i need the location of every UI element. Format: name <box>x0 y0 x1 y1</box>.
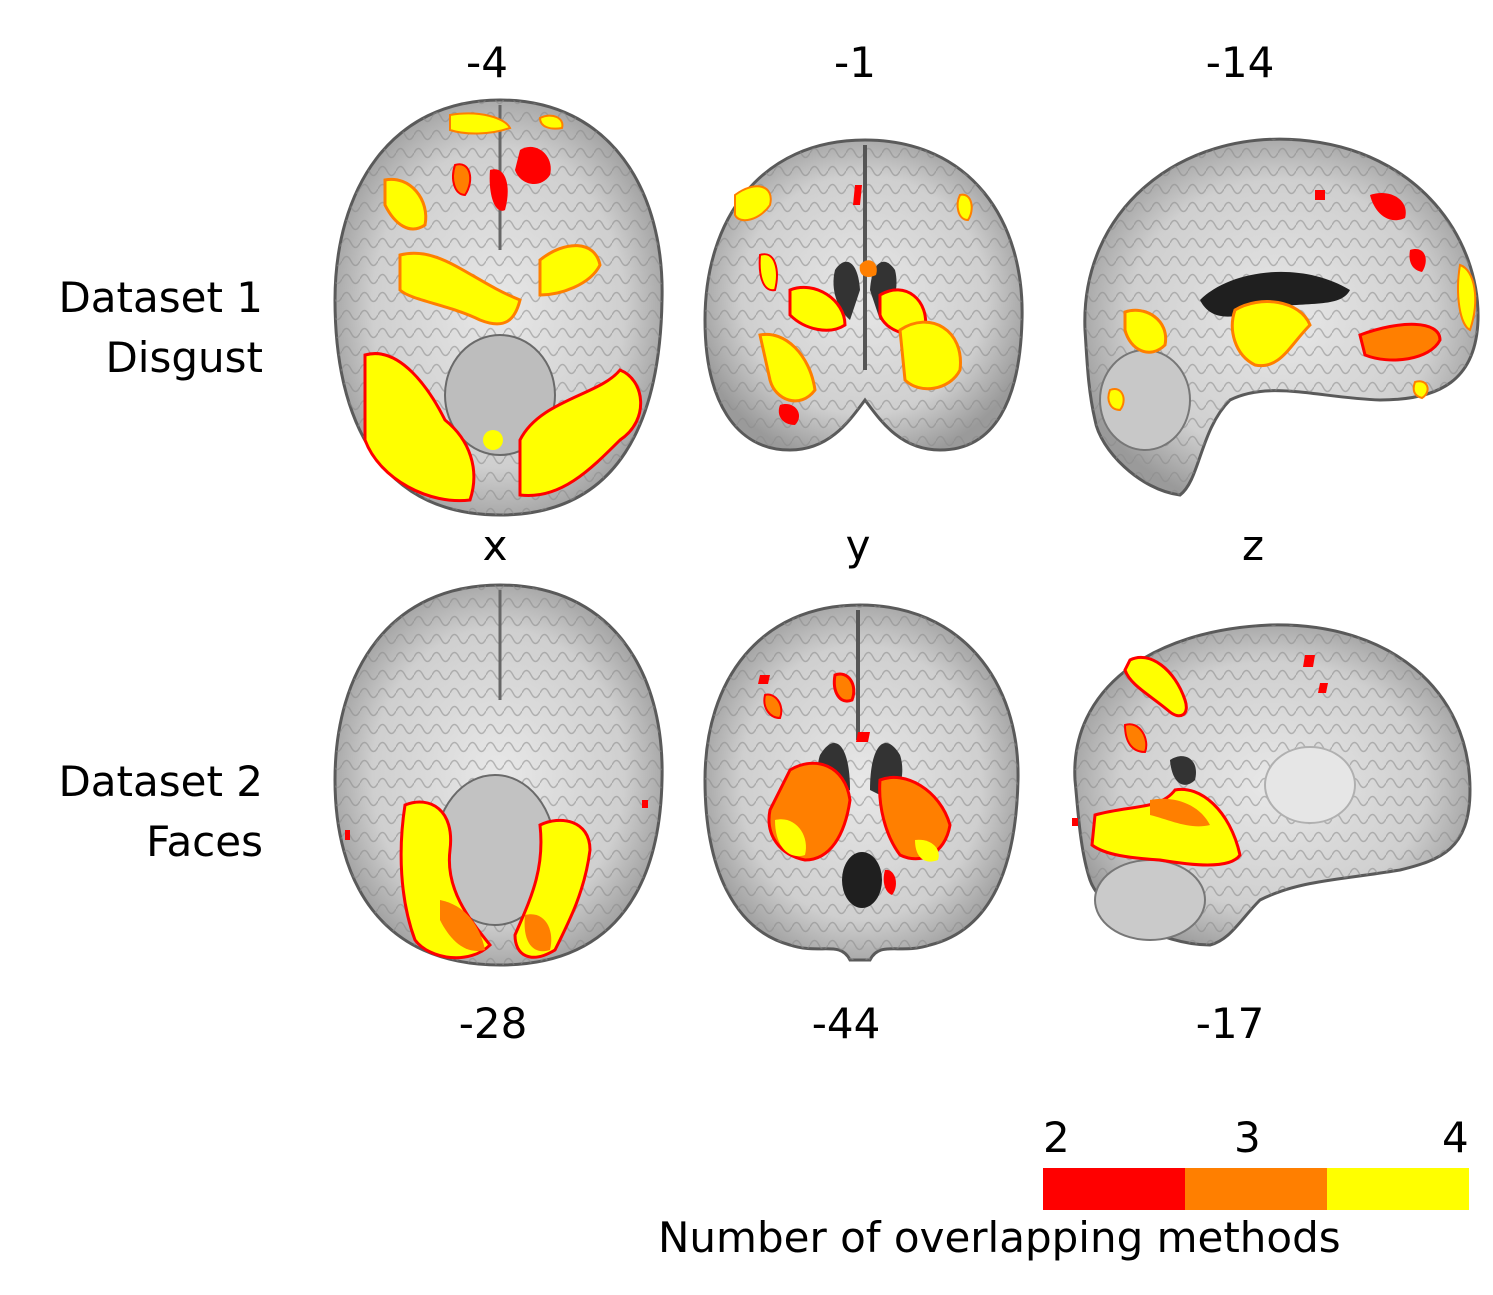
row-label-dataset-2-condition: Faces <box>146 817 263 866</box>
row-label-dataset-2: Dataset 2 Faces <box>58 752 263 872</box>
coord-row2-y: -44 <box>811 999 881 1048</box>
axis-label-x: x <box>482 521 508 570</box>
legend-tick-3: 3 <box>1234 1113 1261 1162</box>
row-label-dataset-1-condition: Disgust <box>105 333 263 382</box>
legend-swatch-2 <box>1043 1168 1185 1210</box>
row-label-dataset-2-name: Dataset 2 <box>58 757 263 806</box>
row-label-dataset-1: Dataset 1 Disgust <box>58 268 263 388</box>
legend-swatch-4 <box>1327 1168 1469 1210</box>
brain-row2-coronal <box>703 603 1020 962</box>
axis-label-y: y <box>845 521 871 570</box>
brain-row2-sagittal <box>1072 623 1472 947</box>
legend-swatch-3 <box>1185 1168 1327 1210</box>
brain-row1-sagittal <box>1083 137 1480 497</box>
coord-row2-z: -17 <box>1195 999 1265 1048</box>
legend-colorbar <box>1043 1168 1469 1210</box>
legend-tick-2: 2 <box>1043 1113 1070 1162</box>
axis-label-z: z <box>1241 521 1265 570</box>
legend-title: Number of overlapping methods <box>658 1213 1341 1262</box>
legend-tick-4: 4 <box>1442 1113 1469 1162</box>
coord-row2-x: -28 <box>458 999 528 1048</box>
coord-row1-x: -4 <box>466 38 508 87</box>
coord-row1-z: -14 <box>1205 38 1275 87</box>
brain-row1-axial <box>333 98 664 517</box>
brain-row2-axial <box>333 583 664 967</box>
coord-row1-y: -1 <box>834 38 876 87</box>
brain-row1-coronal <box>703 138 1024 452</box>
row-label-dataset-1-name: Dataset 1 <box>58 273 263 322</box>
